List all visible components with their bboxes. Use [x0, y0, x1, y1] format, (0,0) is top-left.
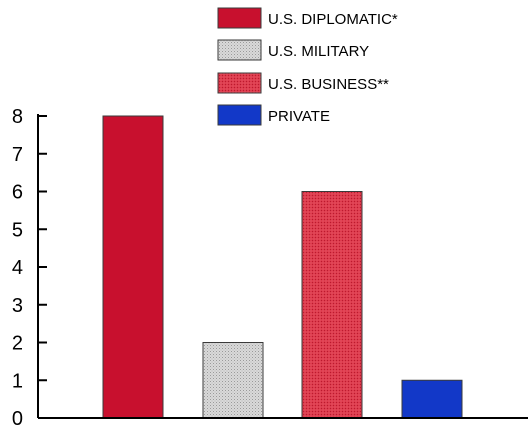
legend-swatch	[217, 7, 262, 29]
y-tick-label: 2	[12, 333, 23, 355]
y-tick-label: 7	[12, 144, 23, 166]
legend-label: U.S. MILITARY	[268, 43, 369, 60]
y-tick-label: 1	[12, 370, 23, 392]
y-tick-label: 0	[12, 408, 23, 429]
legend-label: U.S. BUSINESS**	[268, 76, 389, 93]
bar	[202, 342, 264, 419]
y-tick-label: 5	[12, 219, 23, 241]
y-tick-label: 6	[12, 182, 23, 204]
y-tick-label: 3	[12, 295, 23, 317]
bar	[301, 191, 363, 419]
legend-swatch	[217, 72, 262, 94]
legend-swatch	[217, 39, 262, 61]
y-axis: 0 1 2 3 4 5 6 7 8	[12, 106, 47, 429]
y-tick-label: 8	[12, 106, 23, 128]
legend-label: PRIVATE	[268, 108, 330, 125]
y-tick-label: 4	[12, 257, 23, 279]
bar	[102, 115, 164, 419]
legend-swatch	[217, 104, 262, 126]
bar	[401, 379, 463, 419]
legend: U.S. DIPLOMATIC* U.S. MILITARY U.S. BUSINE…	[217, 7, 398, 126]
bars	[102, 115, 463, 419]
legend-label: U.S. DIPLOMATIC*	[268, 11, 398, 28]
